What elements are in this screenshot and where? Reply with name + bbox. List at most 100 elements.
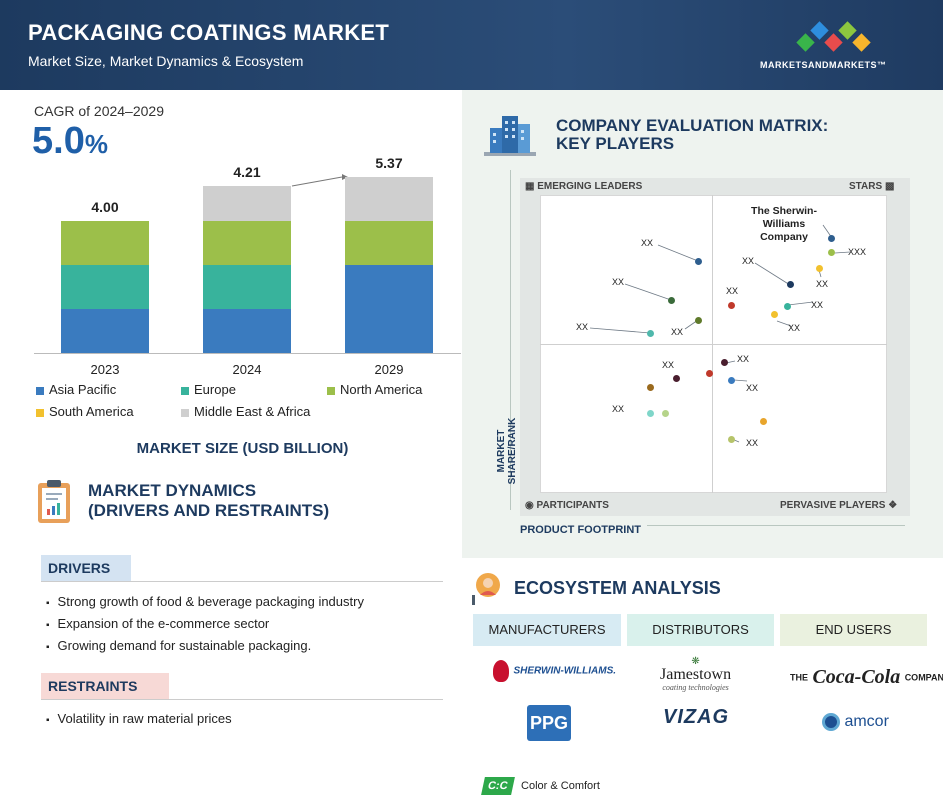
company-dot[interactable] [673, 375, 680, 382]
ecosystem-title: ECOSYSTEM ANALYSIS [514, 578, 721, 598]
bar-segment-north-america [203, 221, 291, 265]
page-subtitle: Market Size, Market Dynamics & Ecosystem [28, 53, 304, 69]
bar-total-label: 4.00 [91, 199, 119, 215]
company-dot[interactable] [784, 303, 791, 310]
company-dot[interactable] [721, 359, 728, 366]
bar-segment-middle-east-africa [203, 185, 291, 221]
sherwin-williams-label: The Sherwin-Williams Company [751, 205, 817, 243]
matrix-subtitle: KEY PLAYERS [556, 134, 675, 153]
bar-category-label: 2023 [90, 362, 120, 377]
color-comfort-logo: C:C Color & Comfort [481, 777, 600, 795]
company-label: XX [576, 322, 589, 332]
company-dot[interactable] [647, 410, 654, 417]
company-label: XX [788, 323, 801, 333]
legend-south-america: South America [36, 404, 134, 419]
category-distributors: DISTRIBUTORS [627, 614, 774, 646]
category-end-users: END USERS [780, 614, 927, 646]
quadrant-pervasive-players: PERVASIVE PLAYERS ❖ [780, 500, 898, 511]
company-dot-sherwin-williams[interactable] [828, 235, 835, 242]
bar-segment-asia-pacific [61, 309, 149, 353]
legend-middle-east-africa: Middle East & Africa [181, 404, 310, 419]
buildings-icon [484, 116, 536, 156]
category-manufacturers: MANUFACTURERS [473, 614, 621, 646]
bar-category-label: 2024 [232, 362, 262, 377]
emerging-leaders-icon: ▦ [525, 181, 535, 192]
cagr-unit: % [84, 129, 108, 159]
x-axis-arrow [520, 525, 905, 526]
company-dot[interactable] [668, 297, 675, 304]
bar-total-label: 4.21 [233, 163, 261, 180]
bar-segment-north-america [61, 221, 149, 265]
quadrant-emerging-leaders: ▦ EMERGING LEADERS [525, 181, 643, 192]
drivers-divider [41, 581, 443, 582]
bar-segment-europe [61, 265, 149, 309]
company-label: XX [742, 256, 755, 266]
header-banner [0, 0, 943, 90]
company-label: XX [641, 238, 654, 248]
legend-asia-pacific: Asia Pacific [36, 382, 116, 397]
brand-name: MARKETSANDMARKETS™ [760, 60, 887, 70]
company-dot[interactable] [695, 317, 702, 324]
matrix-horizontal-divider [540, 344, 887, 345]
drivers-heading: DRIVERS [41, 555, 131, 581]
clipboard-icon [38, 480, 70, 523]
company-label: XX [726, 286, 739, 296]
company-label: XXX [848, 247, 867, 257]
driver-item: Expansion of the e-commerce sector [46, 616, 270, 631]
company-dot[interactable] [816, 265, 823, 272]
company-label: XX [746, 383, 759, 393]
stars-bars-icon: ▩ [884, 181, 895, 192]
company-dot[interactable] [760, 418, 767, 425]
company-label: XX [816, 279, 829, 289]
bar-segment-europe [203, 265, 291, 309]
dynamics-subtitle: (DRIVERS AND RESTRAINTS) [88, 501, 330, 520]
company-dot[interactable] [647, 384, 654, 391]
company-dot[interactable] [787, 281, 794, 288]
restraints-heading: RESTRAINTS [41, 673, 169, 699]
chart-title: MARKET SIZE (USD BILLION) [136, 440, 349, 457]
coca-cola-logo: THE Coca-Cola COMPANY [790, 666, 943, 688]
company-dot[interactable] [728, 377, 735, 384]
company-dot[interactable] [728, 436, 735, 443]
x-axis-label: PRODUCT FOOTPRINT [520, 524, 647, 536]
cagr-label: CAGR of 2024–2029 [34, 103, 164, 119]
amcor-swirl-icon [822, 713, 840, 731]
sherwin-williams-logo: SHERWIN-WILLIAMS. [493, 660, 616, 682]
jamestown-mark-icon: ❋ [691, 656, 700, 667]
cagr-number: 5.0 [32, 120, 85, 162]
page-title: PACKAGING COATINGS MARKET [28, 20, 390, 45]
ecosystem-person-icon [472, 573, 500, 605]
y-axis-label: MARKET SHARE/RANK [496, 417, 518, 485]
bar-segment-middle-east-africa [345, 177, 433, 221]
y-axis-arrow [510, 170, 511, 510]
company-label: XX [811, 300, 824, 310]
company-label: XX [612, 404, 625, 414]
ppg-logo: PPG [527, 705, 571, 741]
company-dot[interactable] [728, 302, 735, 309]
company-dot[interactable] [771, 311, 778, 318]
restraints-divider [41, 699, 443, 700]
company-label: XX [612, 277, 625, 287]
bar-category-label: 2029 [374, 362, 404, 377]
company-dot[interactable] [828, 249, 835, 256]
driver-item: Growing demand for sustainable packaging… [46, 638, 312, 653]
company-dot[interactable] [706, 370, 713, 377]
jamestown-logo: ❋ Jamestown coating technologies [660, 656, 732, 693]
company-dot[interactable] [647, 330, 654, 337]
legend-north-america: North America [327, 382, 422, 397]
quadrant-participants: ◉ PARTICIPANTS [525, 500, 609, 511]
driver-item: Strong growth of food & beverage packagi… [46, 594, 364, 609]
company-label: XX [662, 360, 675, 370]
legend-europe: Europe [181, 382, 236, 397]
vizag-logo: VIZAG [663, 706, 730, 728]
chart-baseline [34, 353, 461, 354]
trend-arrow-icon [291, 174, 348, 187]
puzzle-icon: ❖ [888, 500, 898, 511]
company-label: XX [671, 327, 684, 337]
bar-total-label: 5.37 [375, 155, 403, 171]
bar-segment-asia-pacific [345, 265, 433, 353]
company-dot[interactable] [695, 258, 702, 265]
bar-segment-asia-pacific [203, 309, 291, 353]
company-dot[interactable] [662, 410, 669, 417]
quadrant-stars: STARS ▩ [849, 181, 895, 192]
